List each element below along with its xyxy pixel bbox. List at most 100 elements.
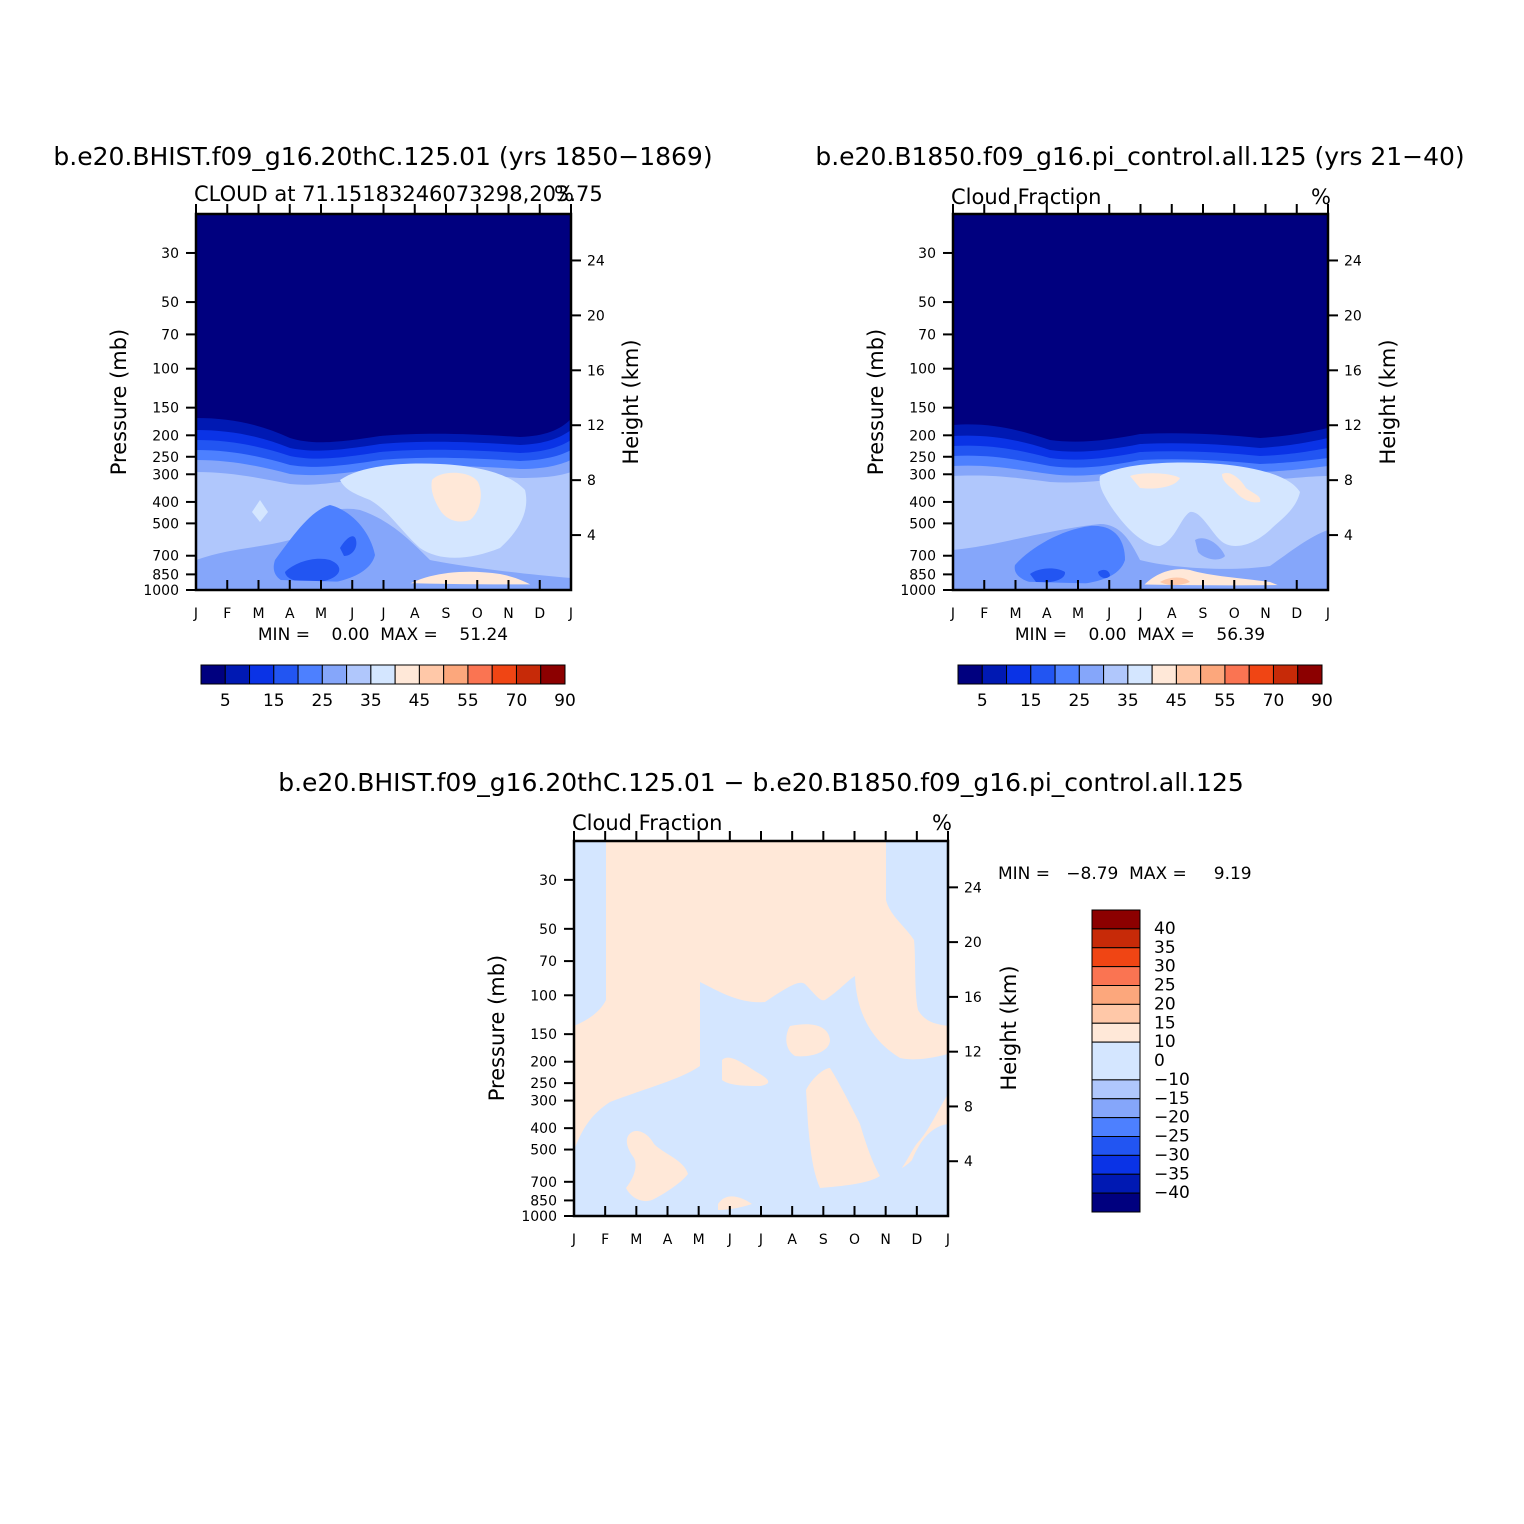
panel-a-ytick-right-label: 8	[587, 473, 596, 489]
panel-b-xtick-label: J	[1106, 606, 1111, 622]
panel-a-colorbar-box	[515, 664, 542, 685]
panel-b-ylabel: Pressure (mb)	[864, 329, 888, 476]
panel-c-ytick-label: 30	[539, 873, 557, 889]
panel-c-ytick-label: 200	[530, 1055, 557, 1071]
panel-a-ytick-right-label: 12	[587, 418, 605, 434]
panel-a-colorbar-label: 15	[263, 691, 285, 711]
panel-a-colorbar-box	[443, 664, 469, 685]
panel-c-colorbar-label: −25	[1154, 1127, 1190, 1147]
panel-b-ytick-right-label: 12	[1344, 418, 1362, 434]
panel-a-xtick-label: M	[315, 606, 327, 622]
panel-b-colorbar-label: 45	[1166, 691, 1188, 711]
panel-a-ytick-label: 300	[152, 467, 179, 483]
panel-a-contours	[196, 214, 571, 590]
panel-a-ytick-right-label: 24	[587, 253, 605, 269]
panel-c-xtick-label: J	[945, 1232, 950, 1248]
panel-b-stats: MIN = 0.00 MAX = 56.39	[1015, 625, 1265, 645]
panel-c-xtick-label: F	[601, 1232, 609, 1248]
panel-a-xtick-label: J	[349, 606, 354, 622]
panel-c-colorbar-label: 25	[1154, 976, 1176, 996]
panel-c-title: b.e20.BHIST.f09_g16.20thC.125.01 − b.e20…	[278, 768, 1244, 797]
panel-b-colorbar-box	[1272, 664, 1299, 685]
panel-b-colorbar-box	[1175, 664, 1202, 685]
panel-b-colorbar-label: 35	[1117, 691, 1139, 711]
panel-c-xtick-label: O	[849, 1232, 860, 1248]
panel-c-ytick-right-label: 20	[964, 935, 982, 951]
panel-a-ytick-label: 700	[152, 549, 179, 565]
panel-b-xtick-label: D	[1291, 606, 1302, 622]
panel-a-stats: MIN = 0.00 MAX = 51.24	[258, 625, 508, 645]
panel-b-ytick-label: 250	[909, 450, 936, 466]
panel-b-xtick-label: M	[1072, 606, 1084, 622]
panel-c-colorbar-box	[1091, 1098, 1141, 1119]
panel-c-colorbar-box	[1091, 1041, 1141, 1081]
panel-b-colorbar-box	[1078, 664, 1105, 685]
panel-c-xtick-label: J	[758, 1232, 763, 1248]
panel-b-ytick-label: 700	[909, 549, 936, 565]
panel-b-colorbar-label: 5	[977, 691, 988, 711]
panel-c-ytick-label: 250	[530, 1076, 557, 1092]
panel-c-xtick-label: N	[880, 1232, 890, 1248]
panel-b-ytick-right-label: 20	[1344, 308, 1362, 324]
panel-b-xtick-label: S	[1199, 606, 1208, 622]
panel-b-xtick-label: J	[1325, 606, 1330, 622]
panel-a-xtick-label: J	[193, 606, 198, 622]
panel-b-ytick-label: 30	[918, 246, 936, 262]
panel-b-ytick-right-label: 4	[1344, 528, 1353, 544]
panel-c-colorbar-box	[1091, 1079, 1141, 1100]
panel-c-ytick-label: 850	[530, 1193, 557, 1209]
panel-c-stats: MIN = −8.79 MAX = 9.19	[998, 864, 1252, 884]
panel-c-colorbar-box	[1091, 1022, 1141, 1043]
panel-b-xtick-label: N	[1260, 606, 1270, 622]
panel-a-colorbar-label: 90	[554, 691, 576, 711]
panel-c-colorbar-label: −15	[1154, 1089, 1190, 1109]
panel-b-colorbar-box	[981, 664, 1008, 685]
panel-b-ytick-label: 50	[918, 295, 936, 311]
panel-a-colorbar-box	[394, 664, 420, 685]
panel-c-colorbar-box	[1091, 1173, 1141, 1194]
panel-c-colorbar-box	[1091, 928, 1141, 949]
panel-b-xtick-label: J	[1137, 606, 1142, 622]
panel-c-colorbar-box	[1091, 1136, 1141, 1156]
panel-b-colorbar-box	[1224, 664, 1250, 685]
panel-a-xtick-label: O	[472, 606, 483, 622]
panel-c-colorbar-label: 20	[1154, 994, 1176, 1014]
panel-b-ytick-label: 300	[909, 467, 936, 483]
panel-a-ytick-label: 500	[152, 516, 179, 532]
panel-b-subtitle: Cloud Fraction	[951, 185, 1102, 209]
panel-a-colorbar-box	[321, 664, 348, 685]
panel-a-colorbar-label: 70	[506, 691, 528, 711]
panel-c-colorbar-label: −35	[1154, 1164, 1190, 1184]
panel-b-colorbar-label: 70	[1263, 691, 1285, 711]
panel-b-ytick-label: 200	[909, 428, 936, 444]
panel-c-ytick-right-label: 12	[964, 1045, 982, 1061]
panel-a-xtick-label: A	[410, 606, 420, 622]
panel-a-units: %	[554, 182, 574, 206]
panel-c-ytick-label: 50	[539, 922, 557, 938]
panel-c-ylabel-right: Height (km)	[997, 965, 1021, 1090]
panel-b-ytick-label: 850	[909, 567, 936, 583]
panel-b-xtick-label: J	[950, 606, 955, 622]
panel-b-units: %	[1311, 185, 1331, 209]
panel-c-colorbar-box	[1091, 1192, 1141, 1213]
panel-c-xtick-label: M	[630, 1232, 642, 1248]
panel-c-colorbar-box	[1091, 1003, 1141, 1024]
panel-b-title: b.e20.B1850.f09_g16.pi_control.all.125 (…	[815, 142, 1464, 171]
panel-c-ylabel: Pressure (mb)	[485, 955, 509, 1102]
panel-b-colorbar-label: 25	[1069, 691, 1091, 711]
panel-c-xtick-label: A	[663, 1232, 673, 1248]
panel-b-xtick-label: M	[1009, 606, 1021, 622]
panel-c-colorbar-box	[1091, 966, 1141, 986]
panel-c-ytick-label: 70	[539, 954, 557, 970]
panel-a-ytick-label: 30	[161, 246, 179, 262]
panel-c: b.e20.BHIST.f09_g16.20thC.125.01 − b.e20…	[278, 768, 1251, 1248]
panel-c-colorbar-label: 0	[1154, 1051, 1165, 1071]
panel-b: b.e20.B1850.f09_g16.pi_control.all.125 (…	[815, 142, 1464, 711]
panel-c-xtick-label: A	[787, 1232, 797, 1248]
panel-b-colorbar-box	[1248, 664, 1274, 685]
panel-b-colorbar-box	[1200, 664, 1226, 685]
